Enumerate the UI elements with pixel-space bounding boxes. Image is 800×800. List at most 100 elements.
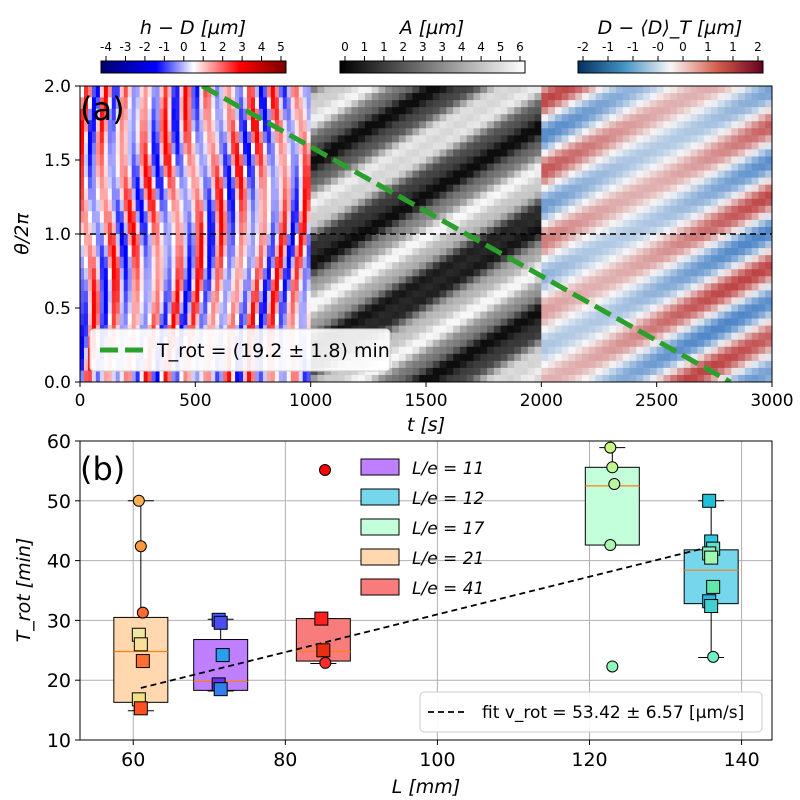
heatmap-cell [466, 318, 475, 327]
y-tick-label: 1.5 [44, 151, 71, 171]
heatmap-cell [514, 318, 522, 327]
heatmap-cell [520, 304, 529, 313]
heatmap-cell [378, 304, 386, 313]
heatmap-cell [487, 170, 495, 179]
heatmap-cell [507, 184, 515, 193]
heatmap-cell [738, 283, 746, 291]
heatmap-cell [302, 86, 308, 98]
heatmap-cell [710, 212, 719, 221]
heatmap-cell [364, 205, 373, 214]
heatmap-cell [419, 114, 427, 122]
heatmap-cell [331, 121, 339, 129]
heatmap-cell [568, 339, 576, 348]
heatmap-cell [215, 120, 220, 133]
heatmap-cell [331, 297, 339, 306]
heatmap-cell [683, 135, 692, 143]
heatmap-cell [602, 149, 610, 158]
heatmap-cell [534, 142, 542, 151]
heatmap-cell [656, 156, 665, 165]
heatmap-cell [480, 374, 488, 382]
heatmap-cell [243, 211, 248, 224]
heatmap-cell [548, 93, 556, 101]
heatmap-cell [167, 290, 173, 303]
heatmap-cell [466, 290, 475, 299]
heatmap-cell [262, 86, 268, 98]
heatmap-cell [473, 241, 481, 249]
heatmap-cell [609, 205, 617, 214]
heatmap-cell [251, 211, 256, 224]
heatmap-cell [247, 86, 252, 98]
heatmap-cell [254, 234, 260, 246]
heatmap-cell [724, 297, 732, 306]
heatmap-cell [765, 93, 772, 101]
heatmap-cell [80, 177, 85, 190]
heatmap-cell [663, 191, 671, 200]
heatmap-cell [371, 226, 380, 235]
heatmap-cell [554, 269, 563, 277]
heatmap-cell [765, 318, 772, 327]
heatmap-cell [286, 165, 292, 178]
heatmap-cell [83, 120, 89, 133]
heatmap-cell [527, 374, 536, 382]
heatmap-cell [254, 86, 260, 98]
heatmap-cell [765, 107, 772, 115]
heatmap-cell [298, 256, 304, 269]
heatmap-cell [195, 256, 200, 269]
heatmap-cell [405, 325, 414, 334]
heatmap-cell [744, 114, 753, 122]
heatmap-cell [175, 222, 181, 235]
heatmap-cell [215, 245, 220, 258]
heatmap-cell [344, 86, 352, 94]
heatmap-cell [548, 353, 556, 362]
heatmap-cell [717, 262, 726, 270]
heatmap-cell [80, 97, 85, 110]
heatmap-cell [286, 211, 292, 224]
heatmap-cell [412, 142, 420, 151]
heatmap-cell [446, 332, 454, 341]
heatmap-cell [731, 248, 739, 256]
heatmap-cell [258, 245, 264, 258]
heatmap-cell [602, 346, 610, 355]
heatmap-cell [554, 219, 563, 228]
heatmap-cell [439, 332, 447, 341]
heatmap-cell [622, 325, 631, 334]
heatmap-cell [609, 100, 617, 108]
heatmap-cell [286, 199, 292, 212]
heatmap-cell [167, 142, 173, 155]
heatmap-cell [358, 184, 366, 193]
heatmap-cell [609, 374, 617, 382]
heatmap-cell [231, 245, 236, 258]
heatmap-cell [480, 297, 488, 306]
heatmap-cell [432, 107, 441, 115]
heatmap-cell [87, 290, 93, 303]
heatmap-cell [683, 311, 692, 320]
heatmap-cell [575, 290, 583, 299]
heatmap-cell [203, 234, 208, 246]
heatmap-cell [306, 313, 312, 326]
heatmap-cell [351, 318, 359, 327]
heatmap-cell [765, 360, 772, 369]
heatmap-cell [588, 163, 597, 172]
heatmap-cell [690, 163, 698, 172]
heatmap-cell [364, 255, 373, 263]
heatmap-cell [358, 283, 366, 291]
heatmap-cell [466, 86, 475, 94]
heatmap-cell [663, 121, 671, 129]
heatmap-cell [765, 325, 772, 334]
heatmap-cell [554, 100, 563, 108]
heatmap-cell [135, 199, 141, 212]
heatmap-cell [724, 234, 732, 242]
heatmap-cell [731, 135, 739, 143]
heatmap-cell [636, 205, 644, 214]
heatmap-cell [107, 279, 113, 292]
heatmap-cell [392, 163, 400, 172]
heatmap-cell [507, 241, 515, 249]
heatmap-cell [683, 283, 692, 291]
heatmap-cell [744, 241, 753, 249]
heatmap-cell [95, 370, 101, 382]
heatmap-cell [493, 198, 502, 207]
heatmap-cell [704, 128, 712, 136]
heatmap-cell [609, 367, 617, 376]
heatmap-cell [534, 177, 542, 186]
panel-a-y-label: θ/2π [11, 213, 33, 255]
